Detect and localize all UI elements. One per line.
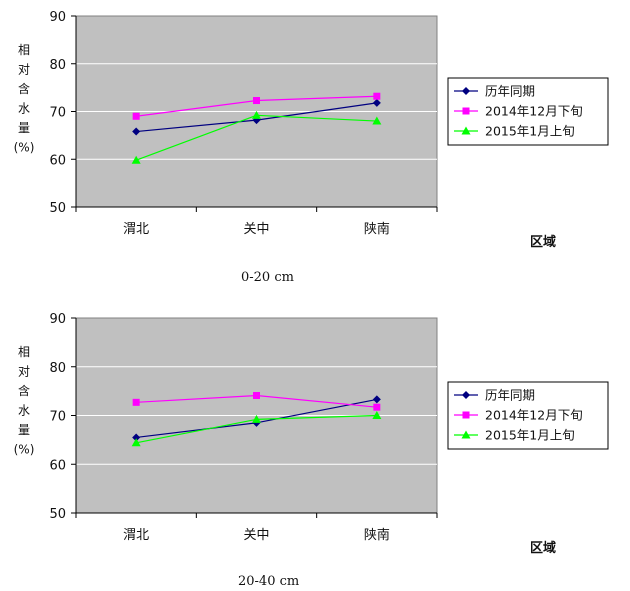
series-3 (131, 110, 382, 164)
data-point (132, 127, 141, 136)
data-point (132, 112, 140, 120)
legend-label: 历年同期 (485, 388, 535, 403)
triangle-marker (461, 126, 471, 135)
y-axis-label: 量 (18, 121, 30, 135)
diamond-marker (462, 87, 470, 95)
y-axis-label: 对 (18, 365, 30, 379)
y-tick-label: 50 (49, 201, 66, 216)
triangle-marker (461, 430, 471, 439)
data-point (372, 395, 381, 404)
x-tick-label: 陕南 (364, 221, 390, 237)
y-tick-label: 50 (49, 507, 66, 522)
data-point (252, 414, 261, 423)
data-point (132, 433, 141, 442)
y-tick-label: 90 (49, 10, 66, 25)
data-point (372, 98, 381, 107)
depth-caption: 20-40 cm (238, 574, 299, 589)
y-tick-label: 60 (49, 153, 66, 168)
series-2 (132, 92, 381, 120)
depth-caption: 0-20 cm (241, 270, 294, 285)
x-tick-label: 关中 (243, 528, 269, 543)
y-axis-label: 对 (18, 63, 30, 77)
legend-label: 2015年1月上旬 (485, 124, 575, 139)
diamond-marker (462, 391, 470, 399)
legend-label: 2015年1月上旬 (485, 428, 575, 443)
data-point (372, 116, 382, 125)
y-tick-label: 60 (49, 458, 66, 473)
data-point (131, 155, 141, 164)
y-axis-label: 含 (18, 383, 30, 398)
x-axis-title: 区域 (530, 234, 556, 250)
legend-label: 2014年12月下旬 (485, 104, 583, 119)
y-axis-label: 水 (18, 102, 30, 116)
x-axis-title: 区域 (530, 540, 556, 556)
square-marker (462, 411, 470, 419)
y-tick-label: 80 (49, 361, 66, 376)
x-tick-label: 关中 (243, 222, 269, 237)
data-point (132, 398, 140, 406)
y-axis-label: 含 (18, 81, 30, 96)
data-point (373, 403, 381, 411)
y-axis-label: 水 (18, 404, 30, 418)
data-point (372, 411, 382, 419)
data-point (373, 92, 381, 100)
legend-label: 历年同期 (485, 84, 535, 99)
y-tick-label: 70 (49, 106, 66, 121)
square-marker (462, 107, 470, 115)
y-tick-label: 80 (49, 58, 66, 73)
legend: 历年同期 2014年12月下旬 2015年1月上旬 (447, 381, 609, 450)
y-axis-label: (%) (14, 443, 35, 457)
series-3 (131, 411, 382, 447)
x-tick-label: 陕南 (364, 527, 390, 543)
data-point (253, 97, 260, 105)
y-tick-label: 90 (49, 312, 66, 327)
data-point (252, 110, 261, 119)
y-axis-label: (%) (14, 141, 35, 155)
series-2 (132, 392, 381, 411)
x-tick-label: 渭北 (123, 222, 149, 237)
y-tick-label: 70 (49, 410, 66, 425)
data-point (131, 438, 141, 447)
data-point (253, 392, 260, 400)
legend-label: 2014年12月下旬 (485, 408, 583, 423)
legend: 历年同期 2014年12月下旬 2015年1月上旬 (447, 77, 609, 146)
y-axis-label: 相 (18, 345, 30, 359)
y-axis-label: 量 (18, 423, 30, 437)
x-tick-label: 渭北 (123, 528, 149, 543)
y-axis-label: 相 (18, 43, 30, 57)
